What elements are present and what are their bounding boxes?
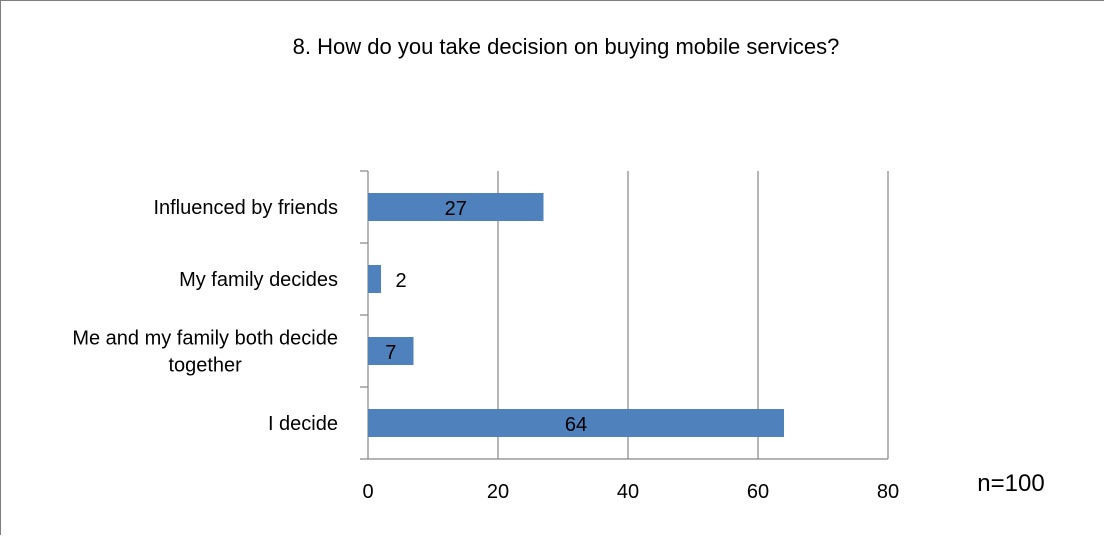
data-label-my-family-decides: 2 (395, 270, 406, 292)
bar-my-family-decides (368, 265, 381, 293)
category-label-my-family-decides: My family decides (179, 269, 338, 291)
bars (368, 193, 784, 437)
x-tick-label-40: 40 (617, 481, 639, 503)
chart-title: 8. How do you take decision on buying mo… (293, 34, 840, 59)
category-label-influenced-by-friends: Influenced by friends (153, 197, 338, 219)
x-tick-label-80: 80 (877, 481, 899, 503)
x-tick-label-60: 60 (747, 481, 769, 503)
sample-size-note: n=100 (977, 470, 1044, 497)
category-label-me-and-my-family-both-decide-together: Me and my family both decide together (72, 328, 338, 377)
bar-me-and-my-family-both-decide-together (368, 337, 414, 365)
x-tick-label-20: 20 (487, 481, 509, 503)
x-tick-labels: 0 20 40 60 80 (362, 481, 899, 503)
category-label-i-decide: I decide (268, 413, 338, 435)
category-labels: Influenced by friends My family decides Me… (72, 197, 338, 435)
bar-influenced-by-friends (368, 193, 544, 221)
data-label-me-and-my-family-both-decide-together: 7 (385, 342, 396, 364)
data-label-i-decide: 64 (565, 414, 587, 436)
data-label-influenced-by-friends: 27 (445, 198, 467, 220)
x-tick-label-0: 0 (362, 481, 373, 503)
bar-i-decide (368, 409, 784, 437)
